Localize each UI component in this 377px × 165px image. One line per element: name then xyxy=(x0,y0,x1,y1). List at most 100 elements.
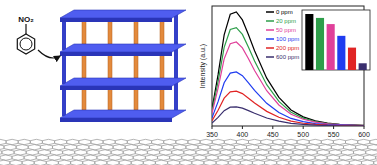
spectrum-line xyxy=(212,91,364,126)
graphene xyxy=(0,139,377,165)
x-tick xyxy=(303,126,304,129)
hexagon xyxy=(131,160,143,165)
hexagon xyxy=(374,160,377,165)
plate-top xyxy=(60,44,186,52)
bar xyxy=(305,14,313,70)
hexagon xyxy=(303,155,315,160)
arrow xyxy=(38,50,60,58)
hexagon xyxy=(87,150,99,155)
bar xyxy=(348,48,356,70)
hexagon xyxy=(252,160,264,165)
bar xyxy=(337,36,345,70)
hexagon xyxy=(265,160,277,165)
hexagon xyxy=(137,145,149,150)
hexagon xyxy=(228,160,240,165)
hexagon xyxy=(0,145,4,150)
hexagon xyxy=(283,145,295,150)
post xyxy=(62,54,66,84)
bar-group xyxy=(305,14,366,70)
hexagon xyxy=(91,139,103,144)
hexagon xyxy=(327,155,339,160)
hexagon xyxy=(356,145,368,150)
hexagon xyxy=(85,155,97,160)
hexagon xyxy=(164,139,176,144)
plate-front xyxy=(60,86,172,90)
hexagon xyxy=(135,150,147,155)
hexagon xyxy=(46,160,58,165)
hexagon xyxy=(198,145,210,150)
ring-circle xyxy=(20,38,32,50)
hexagon xyxy=(172,150,184,155)
hexagon xyxy=(28,145,40,150)
hexagon xyxy=(107,160,119,165)
x-tick-label: 600 xyxy=(358,131,370,138)
hexagon xyxy=(240,160,252,165)
hexagon xyxy=(331,145,343,150)
hexagon xyxy=(38,150,50,155)
hexagon xyxy=(139,139,151,144)
hexagon xyxy=(168,160,180,165)
hexagon xyxy=(349,160,361,165)
hexagon xyxy=(4,145,16,150)
hexagon xyxy=(242,155,254,160)
hexagon xyxy=(297,139,309,144)
legend-swatch xyxy=(266,29,274,31)
legend-label: 600 ppm xyxy=(276,54,299,60)
hexagon xyxy=(2,150,14,155)
hexagon xyxy=(267,155,279,160)
hexagon xyxy=(305,150,317,155)
hexagon xyxy=(376,155,377,160)
hexagon xyxy=(281,150,293,155)
hexagon xyxy=(319,145,331,150)
hexagon xyxy=(89,145,101,150)
hexagon xyxy=(160,150,172,155)
hexagon xyxy=(115,139,127,144)
hexagon xyxy=(218,155,230,160)
hexagon xyxy=(113,145,125,150)
hexagon xyxy=(236,139,248,144)
hexagon xyxy=(222,145,234,150)
hexagon xyxy=(307,145,319,150)
hexagon xyxy=(162,145,174,150)
hexagon xyxy=(249,139,261,144)
hexagon xyxy=(34,160,46,165)
post xyxy=(174,48,178,80)
hexagon xyxy=(18,139,30,144)
post xyxy=(174,14,178,46)
hexagon xyxy=(36,155,48,160)
hexagon xyxy=(285,139,297,144)
hexagon xyxy=(40,145,52,150)
hexagon xyxy=(101,145,113,150)
hexagon xyxy=(145,155,157,160)
hexagon xyxy=(67,139,79,144)
hexagon xyxy=(204,160,216,165)
hexagon xyxy=(196,150,208,155)
hexagon xyxy=(206,155,218,160)
bar xyxy=(316,18,324,70)
hexagon xyxy=(333,139,345,144)
hexagon xyxy=(321,139,333,144)
hexagon xyxy=(30,139,42,144)
hexagon xyxy=(325,160,337,165)
bond xyxy=(25,24,26,34)
legend-label: 0 ppm xyxy=(276,9,293,15)
hexagon xyxy=(111,150,123,155)
hexagon xyxy=(119,160,131,165)
hexagon xyxy=(61,155,73,160)
plate-top xyxy=(60,78,186,86)
hexagon xyxy=(354,150,366,155)
x-tick-label: 500 xyxy=(297,131,309,138)
hexagon xyxy=(337,160,349,165)
hexagon xyxy=(133,155,145,160)
hexagon xyxy=(10,160,22,165)
plate-top xyxy=(60,10,186,18)
post xyxy=(174,82,178,112)
post xyxy=(62,20,66,50)
hexagon xyxy=(220,150,232,155)
spectrum-line xyxy=(212,72,364,126)
hexagon xyxy=(73,155,85,160)
legend: 0 ppm20 ppm50 ppm100 ppm200 ppm600 ppm xyxy=(266,9,299,60)
hexagon xyxy=(309,139,321,144)
legend-label: 200 ppm xyxy=(276,45,299,51)
hexagon xyxy=(58,160,70,165)
